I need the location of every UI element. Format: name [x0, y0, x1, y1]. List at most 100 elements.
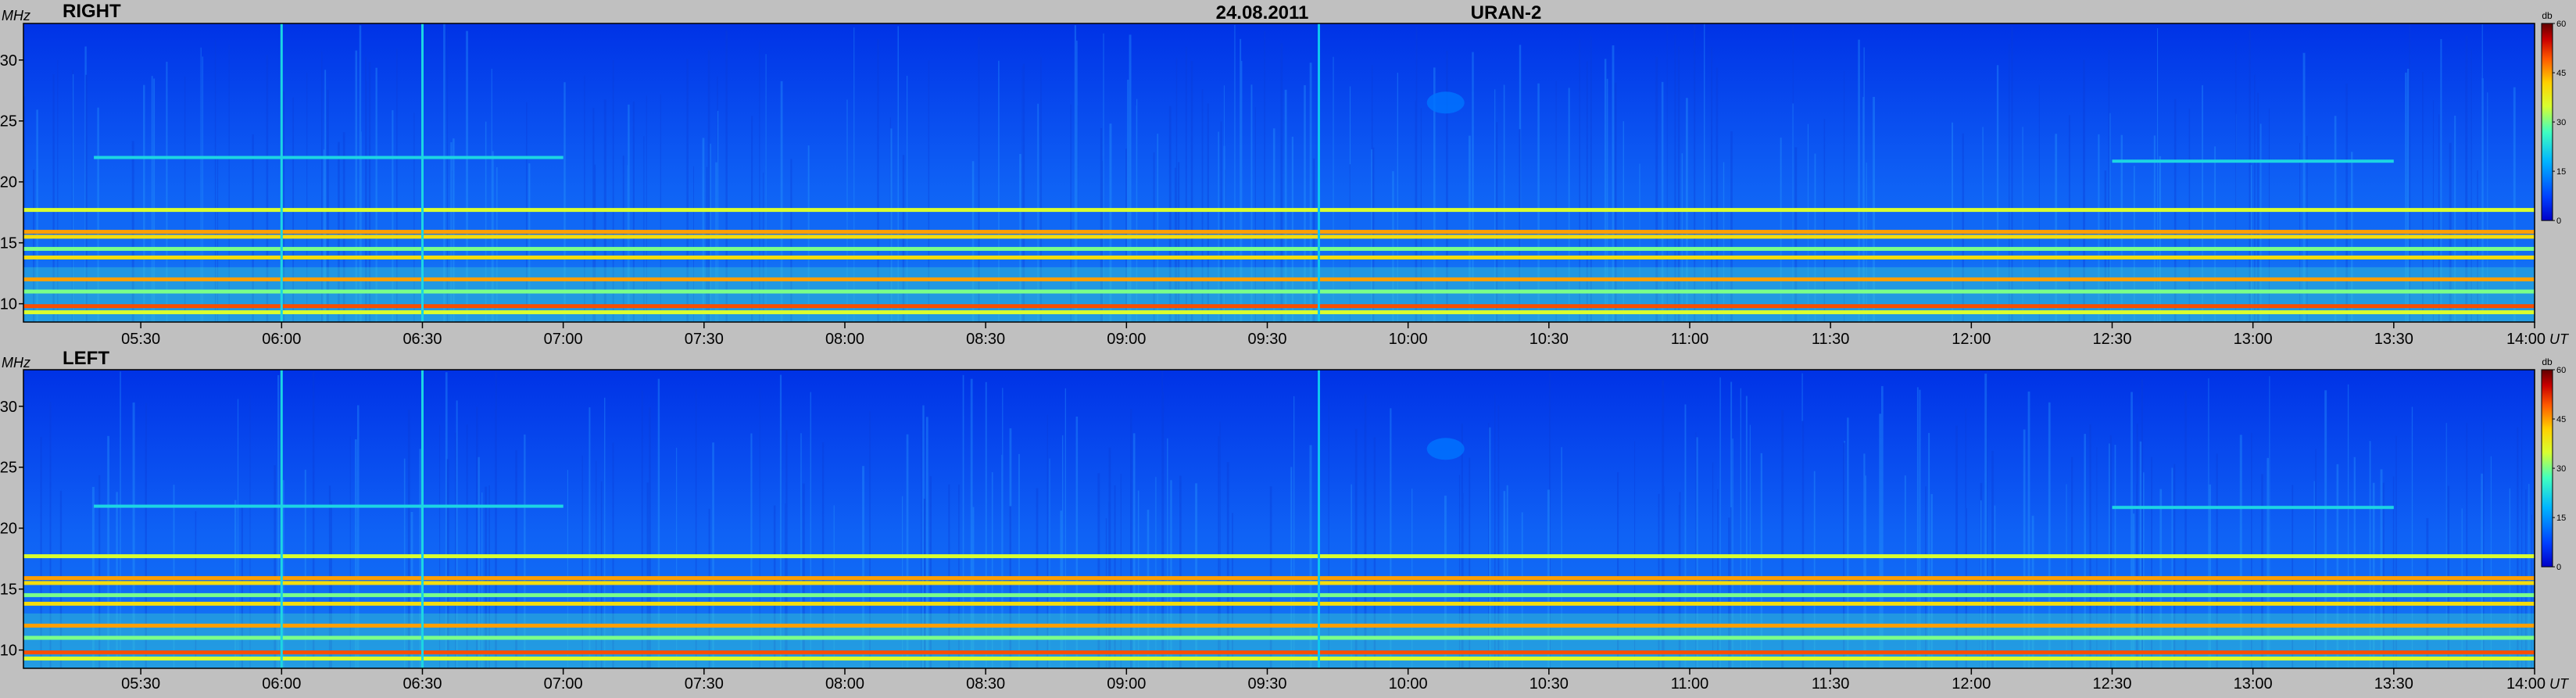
colorbar-tick-label: 60	[2556, 20, 2566, 29]
texture-streak	[1218, 436, 1220, 668]
texture-streak	[2353, 456, 2356, 668]
y-tick-label: 10	[0, 643, 17, 660]
texture-streak	[1076, 106, 1079, 322]
colorbar-tick-label: 15	[2556, 167, 2566, 177]
texture-streak	[2239, 435, 2242, 668]
colorbar-tick-label: 45	[2556, 415, 2566, 424]
texture-streak	[392, 110, 394, 322]
texture-streak	[277, 375, 280, 668]
texture-streak	[1284, 89, 1287, 323]
texture-streak	[928, 60, 930, 323]
texture-streak	[1662, 380, 1664, 668]
header-date: 24.08.2011	[1216, 2, 1309, 23]
texture-streak	[1716, 67, 1719, 322]
texture-streak	[1579, 45, 1580, 322]
texture-streak	[327, 89, 329, 323]
texture-streak	[2313, 481, 2315, 668]
texture-streak	[800, 433, 802, 668]
texture-streak	[2031, 515, 2034, 668]
texture-streak	[413, 113, 415, 323]
texture-streak	[2132, 514, 2135, 668]
texture-streak	[2261, 474, 2263, 668]
texture-streak	[2235, 42, 2237, 322]
texture-streak	[116, 492, 118, 668]
texture-streak	[1537, 83, 1540, 322]
texture-streak	[1254, 107, 1256, 322]
texture-streak	[1590, 36, 1592, 322]
texture-streak	[1617, 472, 1619, 668]
band-17.7mhz	[23, 208, 2535, 213]
texture-streak	[266, 55, 269, 322]
texture-streak	[1157, 134, 1159, 322]
texture-streak	[2466, 422, 2468, 668]
panel-right: RIGHT MHz 10 15 20 25 30 05:30 06:00 06:30 07:00 07…	[0, 1, 2570, 348]
texture-streak	[2251, 432, 2252, 668]
texture-streak	[2216, 464, 2218, 668]
texture-streak	[686, 59, 689, 322]
texture-streak	[1712, 462, 1714, 668]
texture-streak	[1462, 492, 1464, 668]
texture-streak	[84, 46, 87, 322]
texture-streak	[40, 436, 42, 668]
band-11mhz	[23, 289, 2535, 294]
texture-streak	[481, 492, 483, 668]
texture-streak	[143, 84, 145, 322]
texture-streak	[2422, 72, 2424, 322]
texture-streak	[985, 381, 987, 668]
texture-streak	[2513, 87, 2516, 322]
texture-streak	[1655, 56, 1658, 322]
texture-streak	[2023, 429, 2026, 668]
colorbar	[2541, 23, 2553, 221]
header-instrument: URAN-2	[1471, 2, 1542, 23]
texture-streak	[2159, 156, 2161, 322]
texture-streak	[695, 388, 697, 668]
texture-streak	[2083, 59, 2085, 322]
texture-streak	[2395, 435, 2397, 668]
texture-streak	[1952, 122, 1953, 322]
signal-line-22mhz	[94, 156, 564, 159]
texture-streak	[1677, 46, 1680, 323]
texture-streak	[2528, 484, 2530, 668]
texture-streak	[200, 47, 202, 323]
signal-line-21.7mhz	[2112, 159, 2394, 163]
texture-streak	[2108, 50, 2110, 322]
texture-streak	[355, 50, 358, 322]
texture-streak	[643, 136, 645, 322]
texture-streak	[1290, 467, 1293, 668]
colorbar-tick-label: 0	[2556, 563, 2561, 572]
texture-streak	[1446, 51, 1448, 322]
texture-streak	[1991, 450, 1994, 668]
texture-streak	[2372, 482, 2375, 668]
texture-streak	[750, 433, 753, 668]
texture-streak	[466, 30, 468, 322]
texture-streak	[349, 436, 351, 668]
band-15.9mhz	[23, 576, 2535, 581]
texture-streak	[456, 400, 458, 668]
blob-1008	[1426, 438, 1465, 460]
texture-streak	[1201, 89, 1204, 322]
texture-streak	[1009, 428, 1012, 668]
x-tick-label: 10:30	[1530, 675, 1569, 693]
band-14.5mhz	[23, 592, 2535, 597]
texture-streak	[2407, 69, 2410, 322]
texture-streak	[1813, 471, 1816, 668]
texture-streak	[1120, 474, 1122, 668]
panel-label: RIGHT	[63, 1, 121, 22]
colorbar-tick-label: 30	[2556, 118, 2566, 127]
texture-streak	[2405, 72, 2407, 323]
texture-streak	[1472, 52, 1474, 322]
colorbar-tick-label: 0	[2556, 217, 2561, 226]
band-12mhz	[23, 277, 2535, 281]
texture-streak	[708, 508, 710, 668]
texture-streak	[2490, 456, 2492, 668]
texture-streak	[2188, 108, 2191, 323]
texture-streak	[1695, 432, 1697, 668]
y-tick-label: 25	[0, 113, 17, 131]
band-9.3mhz	[23, 657, 2535, 660]
texture-streak	[2306, 135, 2308, 322]
texture-streak	[1781, 410, 1784, 668]
texture-streak	[1109, 123, 1112, 322]
texture-streak	[584, 75, 585, 323]
texture-streak	[1549, 373, 1551, 668]
